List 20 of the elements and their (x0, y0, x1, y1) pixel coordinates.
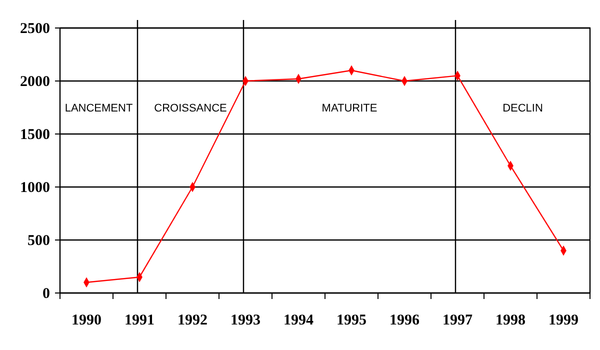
annotation: LANCEMENT (64, 102, 133, 114)
x-tick-label: 1994 (284, 312, 314, 328)
x-tick-label: 1998 (496, 312, 526, 328)
x-tick-label: 1997 (442, 312, 473, 328)
x-tick-label: 1993 (230, 312, 260, 328)
y-tick-label: 2000 (20, 74, 50, 90)
x-tick-label: 1992 (178, 312, 208, 328)
y-tick-label: 500 (28, 232, 50, 249)
annotation: MATURITE (322, 102, 378, 114)
y-tick-label: 0 (42, 286, 50, 302)
y-tick-label: 1000 (20, 180, 50, 196)
x-tick-label: 1990 (72, 312, 102, 328)
x-tick-label: 1995 (336, 312, 366, 328)
annotation: DECLIN (502, 102, 543, 114)
x-tick-label: 1996 (390, 312, 420, 328)
x-tick-label: 1999 (548, 312, 578, 328)
y-tick-label: 2500 (20, 20, 50, 37)
y-tick-label: 1500 (20, 126, 50, 143)
annotation: CROISSANCE (154, 102, 227, 114)
x-tick-label: 1991 (124, 312, 154, 328)
